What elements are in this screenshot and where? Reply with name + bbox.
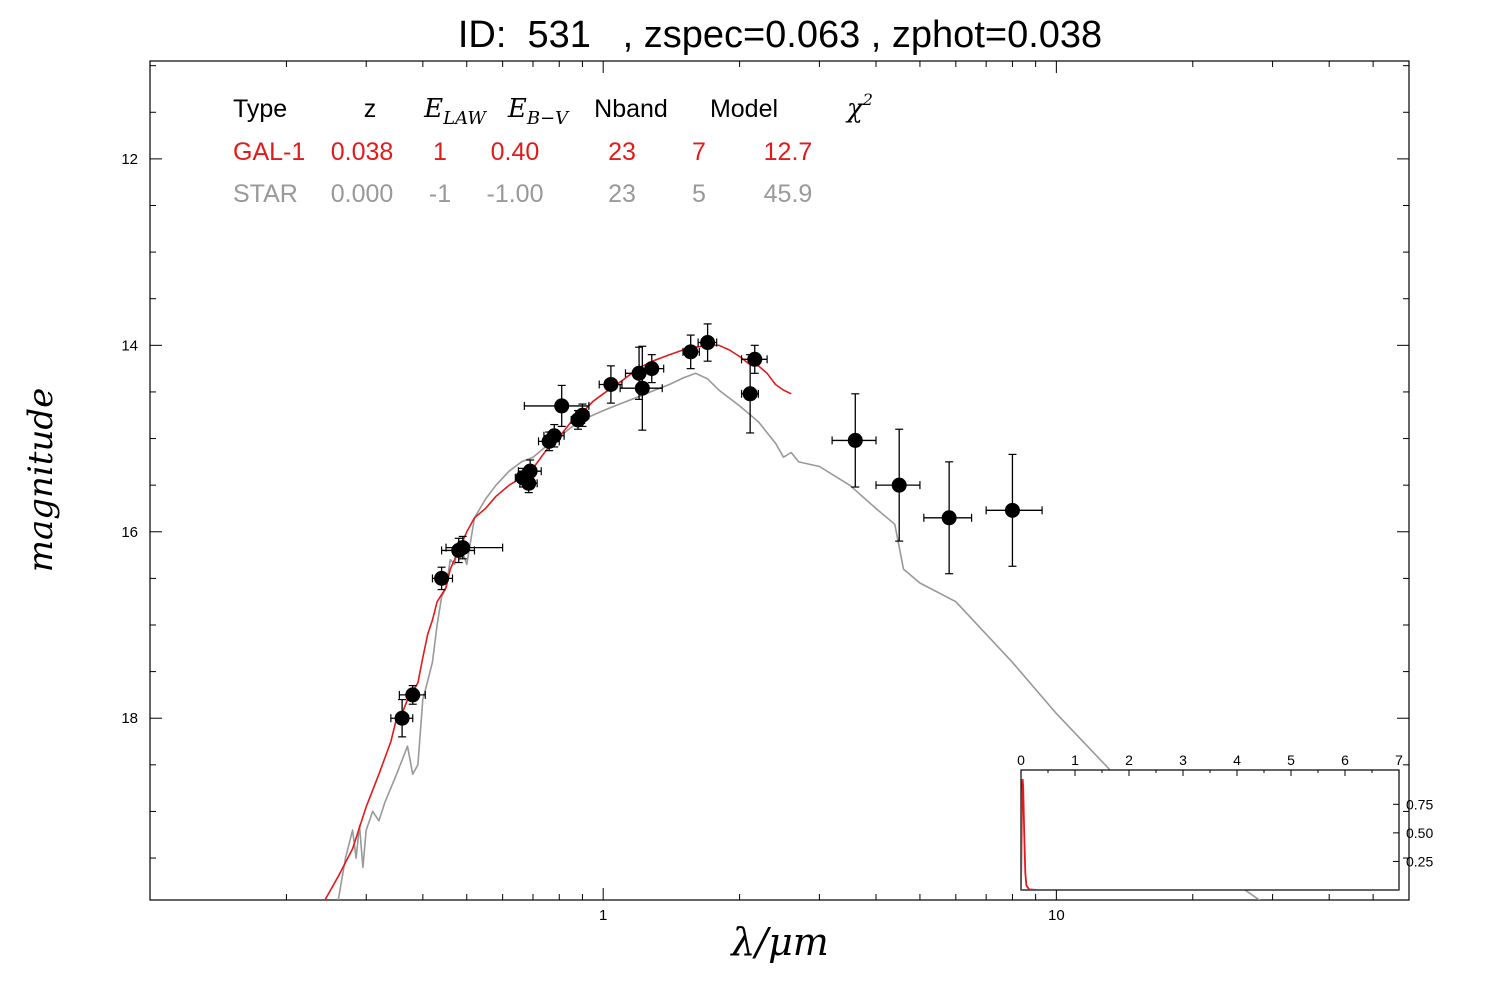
photometry-point: [682, 334, 700, 370]
y-tick-label: 16: [121, 524, 138, 541]
photometry-point: [445, 535, 504, 560]
photometry-point: [740, 344, 768, 374]
photometry-points: [390, 323, 1043, 738]
inset-y-tick-label: 0.75: [1406, 796, 1433, 812]
data-point-marker: [1004, 502, 1020, 518]
legend-cell: 0.000: [331, 180, 394, 208]
legend-header: Model: [710, 95, 778, 123]
data-point-marker: [554, 398, 570, 414]
data-point-marker: [405, 687, 421, 703]
data-point-marker: [847, 432, 863, 448]
photometry-point: [740, 354, 759, 434]
data-point-marker: [546, 428, 562, 444]
photometry-point: [523, 384, 590, 428]
data-point-marker: [742, 386, 758, 402]
x-tick-label: 1: [599, 907, 607, 924]
inset-y-tick-label: 0.50: [1406, 825, 1433, 841]
photometry-point: [619, 345, 663, 431]
inset-curve-group: [1021, 779, 1399, 890]
data-point-marker: [434, 570, 450, 586]
inset-y-tick-label: 0.25: [1406, 853, 1433, 869]
data-point-marker: [574, 407, 590, 423]
data-point-marker: [941, 510, 957, 526]
photometry-point: [638, 354, 665, 384]
photometry-point: [697, 323, 718, 362]
y-tick-label: 12: [121, 151, 138, 168]
photometry-point: [543, 423, 565, 448]
legend-header: χ2: [845, 90, 873, 124]
legend-header: EB−V: [507, 94, 570, 129]
inset-pdz-line: [1021, 779, 1399, 890]
legend-cell: 0.038: [331, 138, 394, 166]
legend-cell: 23: [608, 180, 636, 208]
chart-title: ID: 531 , zspec=0.063 , zphot=0.038: [457, 14, 1103, 56]
y-tick-label: 14: [121, 337, 138, 354]
legend-cell: -1: [429, 180, 451, 208]
legend-cell: 12.7: [764, 138, 813, 166]
y-axis-label: magnitude: [21, 388, 61, 573]
legend-cell: STAR: [233, 180, 298, 208]
data-point-marker: [603, 376, 619, 392]
photometry-point: [517, 459, 542, 483]
inset-x-tick-label: 5: [1287, 752, 1295, 768]
legend-cell: 1: [433, 138, 447, 166]
inset-x-tick-label: 7: [1395, 752, 1403, 768]
data-point-marker: [521, 475, 537, 491]
photometry-point: [431, 566, 454, 591]
inset-x-tick-label: 2: [1125, 752, 1133, 768]
data-point-marker: [522, 463, 538, 479]
legend-header: Nband: [594, 95, 668, 123]
data-point-marker: [700, 335, 716, 351]
inset-x-tick-label: 4: [1233, 752, 1241, 768]
inset-x-tick-label: 3: [1179, 752, 1187, 768]
legend-header: ELAW: [423, 94, 487, 129]
legend-cell: 23: [608, 138, 636, 166]
legend-header: Type: [233, 95, 287, 123]
inset-frame: [1020, 769, 1400, 891]
data-point-marker: [747, 351, 763, 367]
photometry-point: [875, 428, 921, 542]
data-point-marker: [394, 710, 410, 726]
legend-cell: 5: [692, 180, 706, 208]
inset-x-tick-label: 6: [1341, 752, 1349, 768]
photometry-point: [831, 393, 877, 488]
plot-frame: [149, 60, 1410, 901]
photometry-point: [923, 461, 973, 575]
x-axis-label: λ/μm: [729, 920, 829, 964]
photometry-point: [574, 403, 590, 428]
data-point-marker: [455, 540, 471, 556]
y-tick-label: 18: [121, 710, 138, 727]
inset-x-tick-label: 1: [1071, 752, 1079, 768]
data-point-marker: [683, 344, 699, 360]
photometry-point: [390, 698, 414, 738]
legend-cell: GAL-1: [233, 138, 305, 166]
legend-cell: 0.40: [491, 138, 540, 166]
photometry-point: [985, 453, 1043, 567]
x-tick-label: 10: [1048, 907, 1065, 924]
inset-x-tick-label: 0: [1017, 752, 1025, 768]
legend-cell: 7: [692, 138, 706, 166]
data-point-marker: [891, 477, 907, 493]
photometry-point: [598, 365, 623, 404]
legend-header: z: [364, 95, 377, 123]
legend-cell: 45.9: [764, 180, 813, 208]
legend-cell: -1.00: [487, 180, 544, 208]
data-point-marker: [634, 380, 650, 396]
photometry-point: [398, 684, 426, 705]
data-point-marker: [644, 361, 660, 377]
